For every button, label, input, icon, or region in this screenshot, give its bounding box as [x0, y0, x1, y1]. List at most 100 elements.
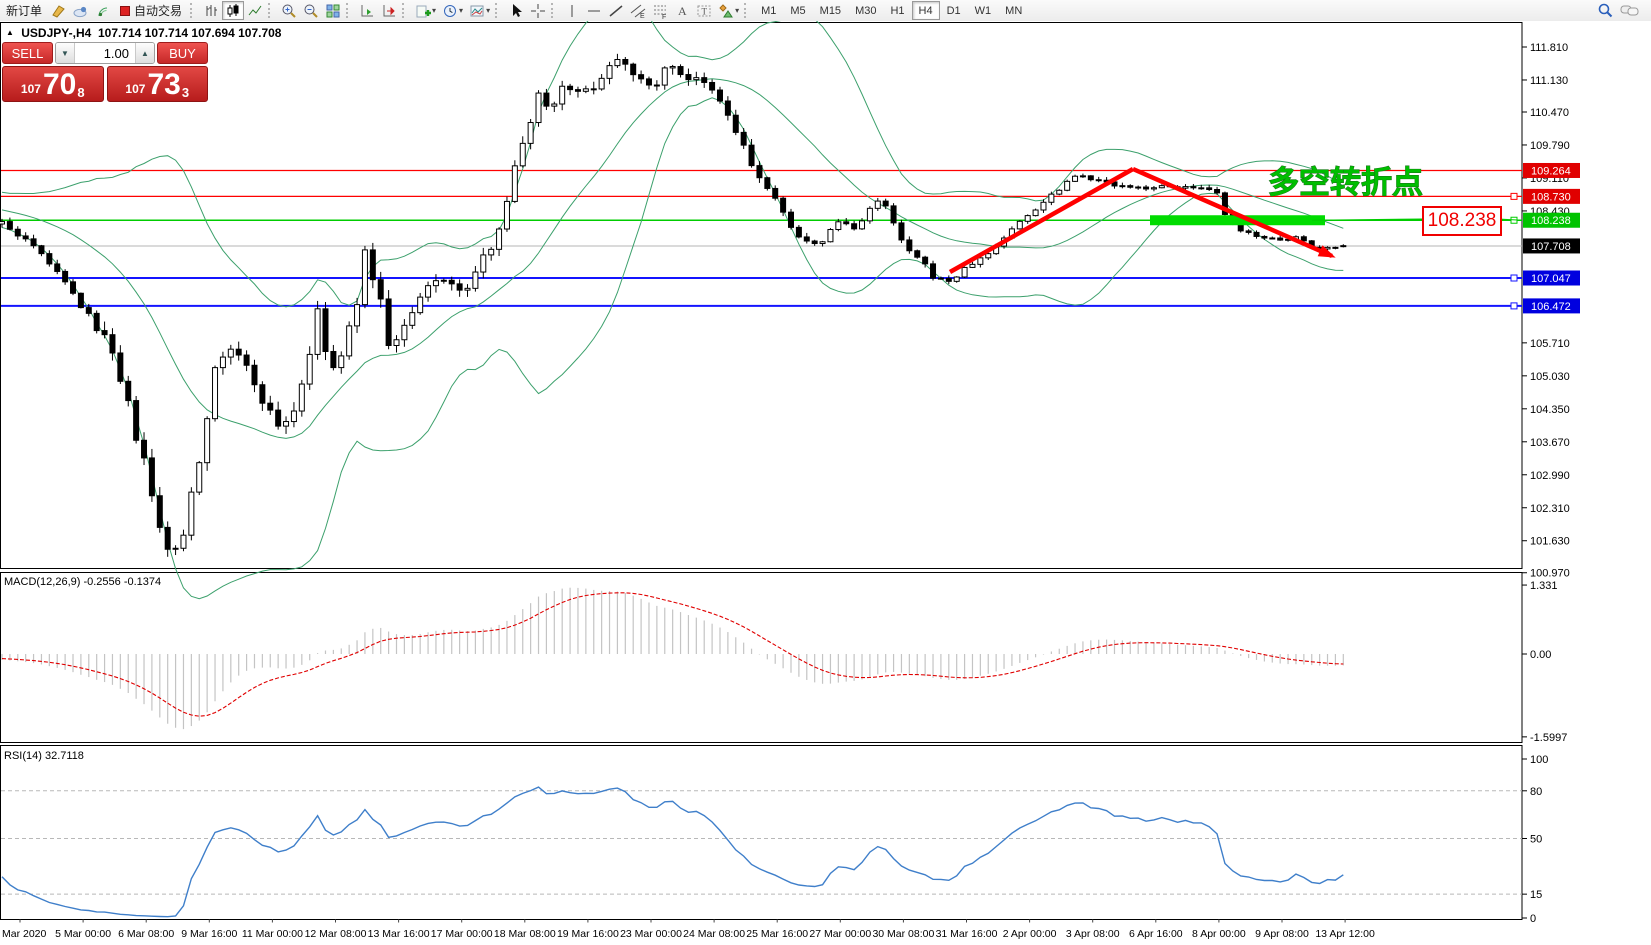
cursor-icon[interactable]	[505, 1, 527, 20]
candle-body	[338, 355, 345, 369]
buy-price-big: 73	[147, 68, 181, 101]
collapse-marker-icon[interactable]: ▲	[6, 28, 14, 37]
zoom-in-icon[interactable]	[278, 1, 300, 20]
candle-body	[772, 187, 779, 199]
candle-body	[1340, 245, 1347, 248]
zoom-out-icon[interactable]	[300, 1, 322, 20]
shapes-icon[interactable]: ▾	[715, 1, 742, 20]
timeframes-clock-icon[interactable]: ▾	[439, 1, 466, 20]
highlight-bar[interactable]	[1150, 215, 1325, 226]
price-badge	[1523, 162, 1580, 178]
sell-quote-button[interactable]: 107 70 8	[2, 66, 104, 102]
volume-decrease-button[interactable]: ▼	[56, 43, 75, 63]
candle-body	[724, 100, 731, 116]
search-icon[interactable]	[1594, 1, 1617, 20]
text-label-icon[interactable]: T	[693, 1, 715, 20]
community-profile-icon[interactable]	[70, 1, 92, 20]
chart-template-icon[interactable]: ▾	[466, 1, 493, 20]
candle-body	[945, 277, 952, 282]
timeframe-W1[interactable]: W1	[974, 4, 992, 17]
chat-icon[interactable]	[1617, 1, 1643, 20]
candle-body	[1119, 185, 1126, 188]
equidistant-channel-icon[interactable]: E	[627, 1, 649, 20]
macd-pane[interactable]	[0, 572, 1523, 743]
add-indicator-icon[interactable]: ▾	[412, 1, 439, 20]
candle-body	[227, 348, 234, 358]
rsi-tick-label: 80	[1530, 786, 1542, 798]
candle-body	[874, 200, 881, 209]
candle-body	[519, 142, 526, 167]
line-handle[interactable]	[1510, 192, 1518, 200]
turning-point-annotation[interactable]: 多空转折点	[1268, 165, 1424, 202]
candlestick-chart-icon[interactable]	[222, 1, 245, 20]
timeframe-MN[interactable]: MN	[1005, 4, 1023, 17]
timeframe-M15[interactable]: M15	[819, 4, 842, 17]
candle-body	[922, 256, 929, 265]
chart-canvas[interactable]: 多空转折点111.810111.130110.470109.790109.110…	[0, 21, 1651, 945]
candle-body	[298, 383, 305, 412]
time-axis[interactable]: Mar 2020 5 Mar 00:00 6 Mar 08:00 9 Mar 16:0…	[2, 919, 1375, 941]
tile-windows-icon[interactable]	[322, 1, 344, 20]
trend-arrow-head	[1317, 245, 1336, 258]
candle-body	[1332, 246, 1339, 249]
new-order-button[interactable]: 新订单	[0, 1, 48, 20]
main-pane[interactable]	[0, 22, 1523, 569]
candle-body	[212, 367, 219, 420]
crosshair-icon[interactable]	[527, 1, 549, 20]
marker-icon[interactable]	[48, 1, 70, 20]
candle-body	[1214, 189, 1221, 194]
candle-body	[385, 298, 392, 347]
timeframe-H1[interactable]: H1	[890, 4, 905, 17]
autotrading-button[interactable]: 自动交易	[114, 1, 188, 20]
candlesticks	[0, 53, 1347, 557]
candle-body	[732, 114, 739, 133]
chart-shift-icon[interactable]	[378, 1, 400, 20]
candle-body	[1127, 185, 1134, 188]
toolbar-grip	[346, 3, 352, 18]
line-chart-icon[interactable]	[244, 1, 266, 20]
candle-body	[1095, 179, 1102, 182]
trendline-icon[interactable]	[605, 1, 627, 20]
buy-quote-button[interactable]: 107 73 3	[106, 66, 208, 102]
trend-arrow-2[interactable]	[1132, 166, 1333, 259]
svg-text:A: A	[678, 4, 687, 18]
volume-input[interactable]	[75, 43, 135, 63]
candle-body	[0, 221, 5, 225]
timeframe-M30[interactable]: M30	[855, 4, 877, 17]
timeframe-M5[interactable]: M5	[790, 4, 806, 17]
sell-price-sup: 8	[77, 85, 85, 100]
auto-scroll-icon[interactable]	[356, 1, 378, 20]
candle-body	[882, 200, 889, 207]
timeframe-D1[interactable]: D1	[946, 4, 961, 17]
candle-body	[614, 58, 621, 67]
bollinger-lower-band	[1, 97, 1344, 600]
sell-button[interactable]: SELL	[2, 42, 53, 64]
horizontal-line-icon[interactable]	[583, 1, 605, 20]
trend-arrow-1[interactable]	[948, 167, 1135, 274]
buy-button[interactable]: BUY	[157, 42, 208, 64]
candle-body	[1135, 186, 1142, 189]
candle-body	[1253, 231, 1260, 237]
rsi-pane[interactable]	[0, 745, 1523, 920]
candle-body	[109, 334, 116, 354]
svg-text:F: F	[662, 14, 666, 19]
volume-increase-button[interactable]: ▲	[135, 43, 154, 63]
candle-body	[716, 89, 723, 102]
time-tick-label: 3 Apr 08:00	[1066, 928, 1120, 940]
rsi-tick-label: 50	[1530, 834, 1542, 846]
signals-icon[interactable]	[92, 1, 114, 20]
sell-price-big: 70	[42, 68, 77, 101]
fibonacci-icon[interactable]: F	[649, 1, 671, 20]
text-icon[interactable]: A	[671, 1, 693, 20]
timeframe-M1[interactable]: M1	[761, 4, 777, 17]
candle-body	[638, 74, 645, 80]
timeframe-H4[interactable]: H4	[911, 1, 940, 20]
candle-body	[251, 364, 258, 386]
vertical-line-icon[interactable]	[561, 1, 583, 20]
line-handle[interactable]	[1510, 274, 1518, 282]
rsi-levels	[1, 790, 1522, 895]
price-level-label[interactable]: 108.238	[1422, 206, 1502, 236]
line-handle[interactable]	[1510, 302, 1518, 310]
bar-chart-icon[interactable]	[200, 1, 222, 20]
time-tick-label: 24 Mar 08:00	[683, 928, 745, 940]
